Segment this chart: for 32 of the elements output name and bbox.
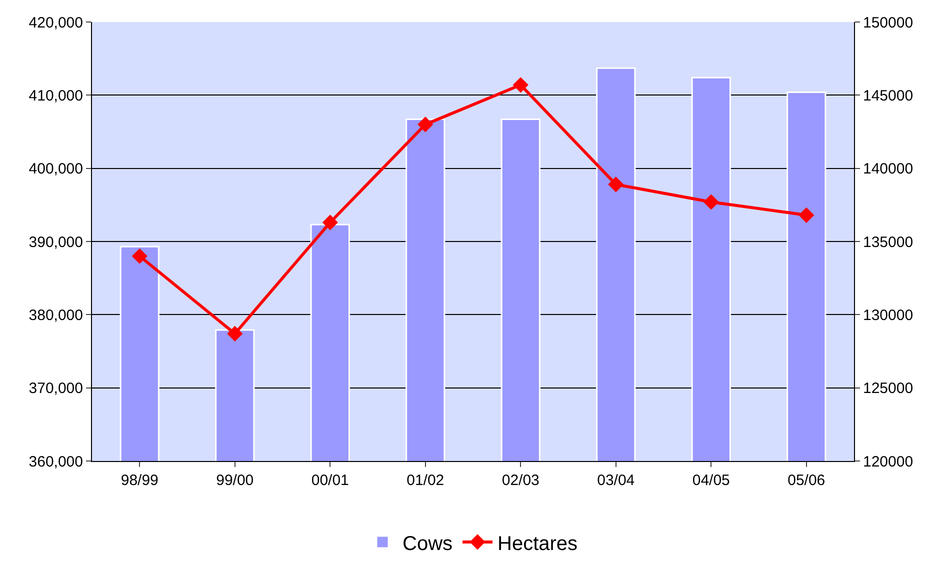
point	[798, 207, 814, 223]
x-tick-label: 99/00	[216, 472, 254, 489]
y2-tick-label: 150000	[863, 14, 914, 32]
y2-tick-label: 120000	[863, 453, 914, 470]
y-tick-label: 410,000	[28, 87, 83, 104]
y-tick-label: 390,000	[28, 234, 83, 251]
y-tick-label: 400,000	[28, 160, 83, 178]
point	[703, 194, 719, 210]
legend-label: Cows	[402, 532, 453, 555]
y-tick-label: 420,000	[28, 14, 83, 32]
x-tick-label: 98/99	[120, 472, 158, 489]
point	[418, 116, 434, 132]
y2-tick-label: 145000	[863, 87, 914, 104]
point	[227, 326, 243, 342]
x-tick-label: 00/01	[311, 472, 349, 489]
y-tick-label: 360,000	[28, 453, 83, 470]
y-tick-label: 380,000	[28, 306, 83, 324]
legend-label: Hectares	[498, 532, 578, 555]
y2-tick-label: 125000	[863, 380, 914, 398]
point	[132, 248, 148, 264]
y2-tick-label: 140000	[863, 160, 914, 178]
point	[512, 77, 528, 93]
x-tick-label: 03/04	[597, 472, 635, 489]
point	[322, 214, 338, 230]
x-tick-label: 04/05	[692, 472, 730, 489]
x-tick-label: 02/03	[502, 472, 540, 489]
x-tick-label: 05/06	[788, 472, 826, 489]
point	[608, 176, 624, 192]
y2-tick-label: 130000	[863, 306, 914, 324]
x-tick-label: 01/02	[406, 472, 444, 489]
y2-tick-label: 135000	[863, 234, 914, 251]
y-tick-label: 370,000	[28, 380, 83, 398]
